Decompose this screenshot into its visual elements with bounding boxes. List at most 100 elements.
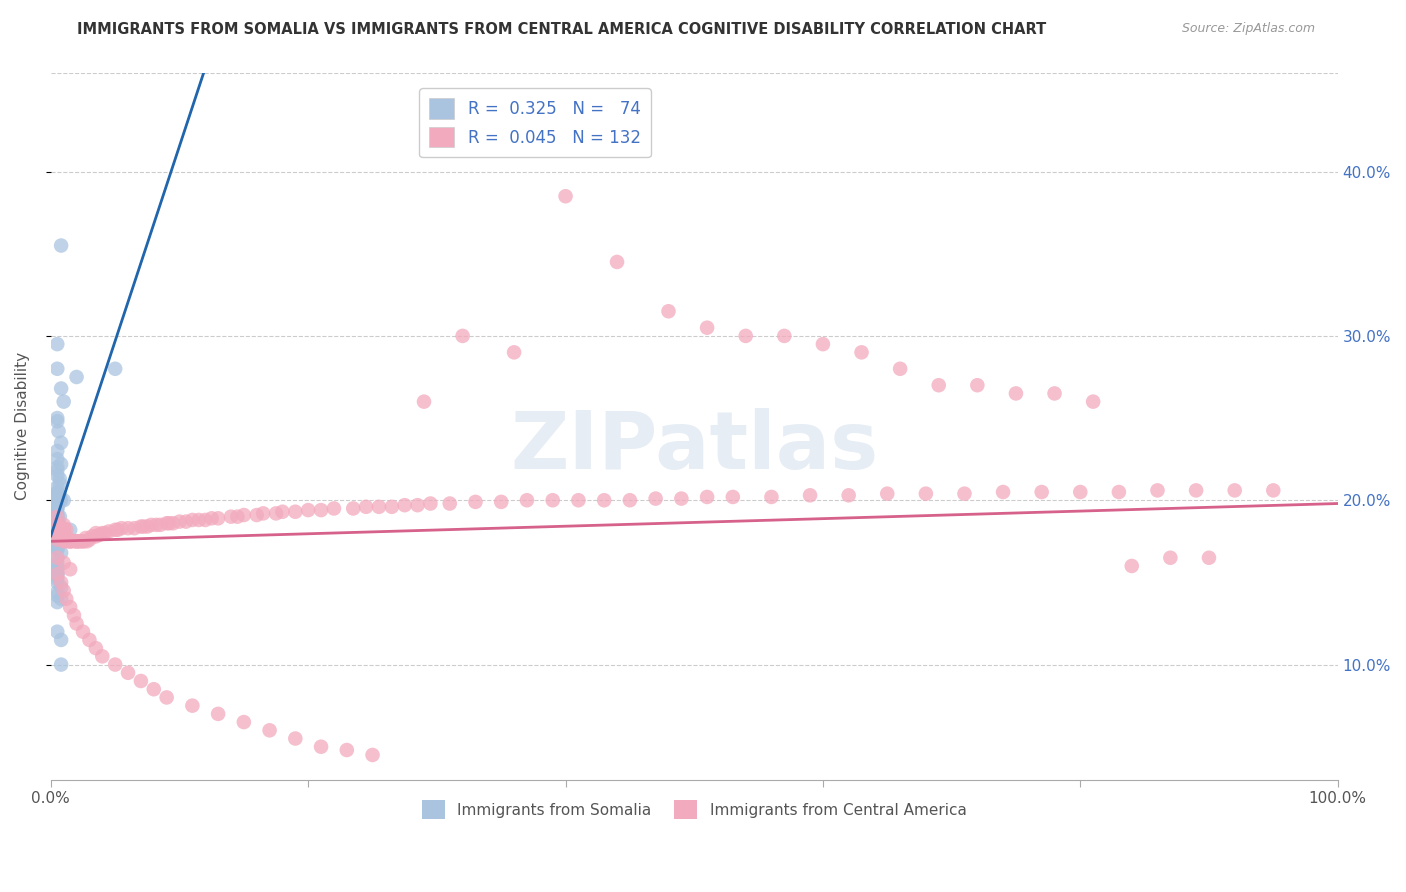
Point (59, 534, 82, 549)
Point (52, 523, 75, 537)
Point (59, 533, 82, 547)
Point (46, 572, 69, 586)
Point (117, 665, 139, 680)
Point (761, 490, 783, 504)
Point (76, 534, 98, 549)
Point (46, 490, 69, 504)
Point (46, 501, 69, 516)
Point (381, 500, 404, 514)
Point (46, 585, 69, 599)
Point (46, 513, 69, 527)
Point (46, 493, 69, 508)
Point (59, 562, 82, 576)
Point (136, 519, 159, 533)
Point (46, 529, 69, 543)
Point (46, 464, 69, 478)
Point (46, 595, 69, 609)
Point (49, 657, 72, 672)
Point (67, 534, 90, 549)
Point (52, 493, 75, 508)
Point (52, 394, 75, 409)
Point (117, 521, 139, 535)
Point (46, 534, 69, 549)
Point (46, 550, 69, 565)
Point (219, 509, 242, 524)
Point (46, 501, 69, 516)
Point (811, 337, 834, 351)
Point (696, 490, 718, 504)
Point (49, 591, 72, 606)
Point (953, 486, 976, 500)
Point (734, 329, 756, 343)
Point (915, 486, 938, 500)
Point (65, 616, 87, 631)
Point (464, 495, 486, 509)
Point (46, 480, 69, 494)
Point (1081, 394, 1104, 409)
Point (107, 523, 129, 537)
Point (966, 378, 988, 392)
Point (554, 189, 576, 203)
Point (928, 378, 950, 392)
Point (368, 500, 391, 514)
Point (1031, 485, 1053, 500)
Point (46, 517, 69, 532)
Point (52, 517, 75, 532)
Point (52, 529, 75, 543)
Point (49, 493, 72, 508)
Point (52, 583, 75, 598)
Point (104, 523, 127, 537)
Point (72, 624, 94, 639)
Point (187, 513, 209, 527)
Point (46, 533, 69, 547)
Point (851, 345, 873, 359)
Point (52, 531, 75, 545)
Point (156, 690, 179, 705)
Point (49, 509, 72, 524)
Point (413, 394, 436, 409)
Point (1146, 483, 1168, 498)
Point (52, 533, 75, 547)
Point (55, 534, 77, 549)
Point (297, 503, 319, 517)
Point (129, 519, 152, 533)
Point (1005, 386, 1028, 401)
Point (46, 542, 69, 557)
Point (889, 361, 911, 376)
Point (644, 491, 666, 506)
Point (264, 507, 287, 521)
Point (46, 517, 69, 532)
Point (46, 567, 69, 582)
Point (49, 580, 72, 594)
Point (46, 496, 69, 510)
Point (110, 521, 132, 535)
Point (94, 526, 117, 541)
Point (46, 452, 69, 467)
Point (46, 509, 69, 524)
Point (354, 500, 377, 514)
Point (59, 534, 82, 549)
Point (567, 493, 589, 508)
Point (124, 521, 146, 535)
Point (489, 495, 512, 509)
Point (721, 490, 744, 504)
Point (1223, 483, 1246, 498)
Point (46, 534, 69, 549)
Point (1121, 559, 1143, 574)
Point (181, 698, 204, 713)
Point (79, 533, 101, 547)
Point (606, 255, 628, 269)
Point (361, 747, 384, 762)
Point (52, 526, 75, 541)
Point (46, 539, 69, 553)
Point (342, 501, 364, 516)
Point (246, 508, 269, 522)
Point (46, 516, 69, 531)
Point (84, 529, 107, 543)
Point (52, 534, 75, 549)
Point (696, 320, 718, 334)
Point (46, 624, 69, 639)
Point (259, 723, 281, 738)
Point (48, 424, 70, 438)
Point (72, 534, 94, 549)
